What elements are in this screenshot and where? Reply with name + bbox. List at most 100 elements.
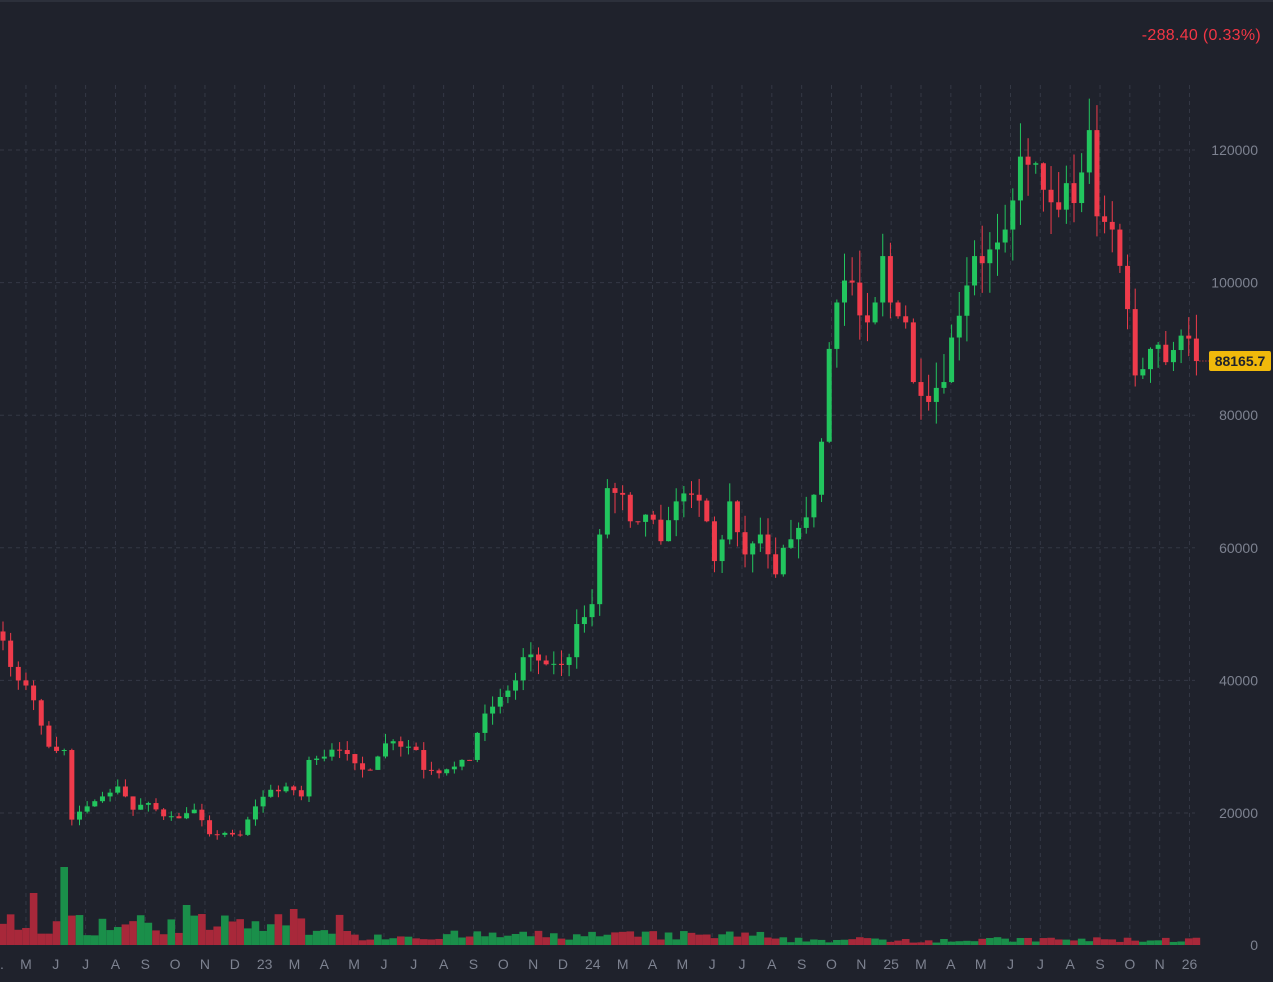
candle-body	[138, 804, 144, 810]
volume-bar	[1192, 937, 1201, 945]
volume-bar	[182, 905, 191, 945]
candle-body	[260, 796, 266, 807]
volume-bar	[856, 937, 864, 945]
candle-body	[903, 316, 909, 323]
candle-body	[69, 750, 75, 820]
time-axis-label: 25	[883, 956, 899, 972]
candle-body	[23, 680, 29, 686]
candle-body	[1017, 156, 1023, 201]
time-axis-label: 26	[1182, 956, 1198, 972]
volume-bar	[1009, 941, 1017, 945]
volume-bar	[1116, 941, 1124, 945]
candle-body	[1170, 350, 1176, 363]
volume-bar	[641, 931, 650, 945]
volume-bar	[504, 935, 512, 945]
volume-bar	[1146, 940, 1155, 945]
volume-bar	[1024, 937, 1032, 945]
candle-body	[459, 759, 465, 767]
volume-bar	[22, 927, 30, 945]
candle-body	[405, 746, 411, 748]
time-axis-label: A	[946, 956, 956, 972]
volume-bar	[909, 942, 918, 945]
price-axis-label: 100000	[1211, 275, 1258, 291]
price-axis-label: 60000	[1219, 540, 1258, 556]
candle-body	[673, 501, 679, 521]
time-axis-label: J	[1037, 956, 1044, 972]
candle-body	[1040, 163, 1046, 190]
volume-bar	[595, 936, 604, 945]
price-axis-label: 0	[1250, 937, 1258, 953]
candle-body	[314, 758, 320, 760]
volume-bar	[565, 939, 573, 945]
candle-body	[130, 796, 136, 810]
candle-body	[474, 732, 480, 760]
time-axis-label: N	[856, 956, 866, 972]
candle-body	[176, 816, 182, 819]
candle-body	[811, 494, 817, 518]
candle-body	[696, 494, 702, 501]
volume-bar	[60, 867, 68, 945]
candle-body	[727, 501, 733, 540]
price-axis-label: 120000	[1211, 142, 1258, 158]
candle-body	[329, 749, 335, 757]
volume-bar	[764, 937, 772, 945]
time-axis-label: J	[738, 956, 745, 972]
volume-bar	[840, 939, 849, 945]
candle-body	[115, 786, 121, 793]
volume-bar	[136, 915, 145, 945]
volume-bar	[649, 931, 658, 945]
candle-body	[161, 809, 167, 817]
volume-bar	[917, 942, 925, 945]
time-axis-label: J	[52, 956, 59, 972]
volume-bars	[0, 867, 1201, 945]
candle-body	[344, 750, 350, 755]
grid-lines	[0, 85, 1195, 945]
candle-body	[252, 806, 258, 820]
volume-bar	[924, 940, 933, 945]
candle-body	[1071, 183, 1077, 204]
volume-bar	[611, 932, 619, 945]
volume-bar	[634, 936, 642, 945]
candle-body	[268, 789, 274, 797]
volume-bar	[419, 939, 428, 945]
candle-body	[283, 786, 289, 792]
candle-body	[834, 302, 840, 349]
candle-body	[1033, 163, 1039, 165]
candle-body	[99, 796, 105, 802]
price-change-text: -288.40 (0.33%)	[1141, 27, 1261, 44]
candle-body	[689, 493, 694, 495]
time-axis-label: A	[767, 956, 777, 972]
volume-bar	[83, 935, 91, 945]
candle-body	[887, 256, 893, 303]
volume-bar	[557, 938, 566, 945]
volume-bar	[465, 936, 474, 945]
time-axis-label: S	[1095, 956, 1104, 972]
candle-body	[826, 348, 832, 442]
time-axis-label: J	[1007, 956, 1014, 972]
volume-bar	[259, 930, 267, 945]
volume-bar	[657, 939, 665, 945]
volume-bar	[251, 921, 260, 945]
time-axis-label: M	[289, 956, 301, 972]
volume-bar	[703, 934, 711, 945]
candle-body	[711, 521, 717, 562]
time-axis-label: O	[498, 956, 509, 972]
volume-bar	[848, 939, 856, 945]
time-axis-label: S	[797, 956, 806, 972]
candle-body	[275, 789, 281, 792]
volume-bar	[113, 927, 122, 945]
candle-body	[436, 770, 442, 774]
volume-bar	[266, 924, 275, 945]
volume-bar	[794, 937, 803, 945]
candle-body	[604, 488, 610, 535]
volume-bar	[626, 931, 635, 945]
candle-body	[597, 534, 603, 605]
volume-bar	[947, 941, 956, 945]
time-axis-label: J	[410, 956, 417, 972]
candle-body	[230, 832, 235, 835]
volume-bar	[282, 925, 290, 945]
candle-body	[1148, 348, 1153, 370]
candle-body	[551, 663, 557, 665]
candle-body	[505, 690, 511, 697]
